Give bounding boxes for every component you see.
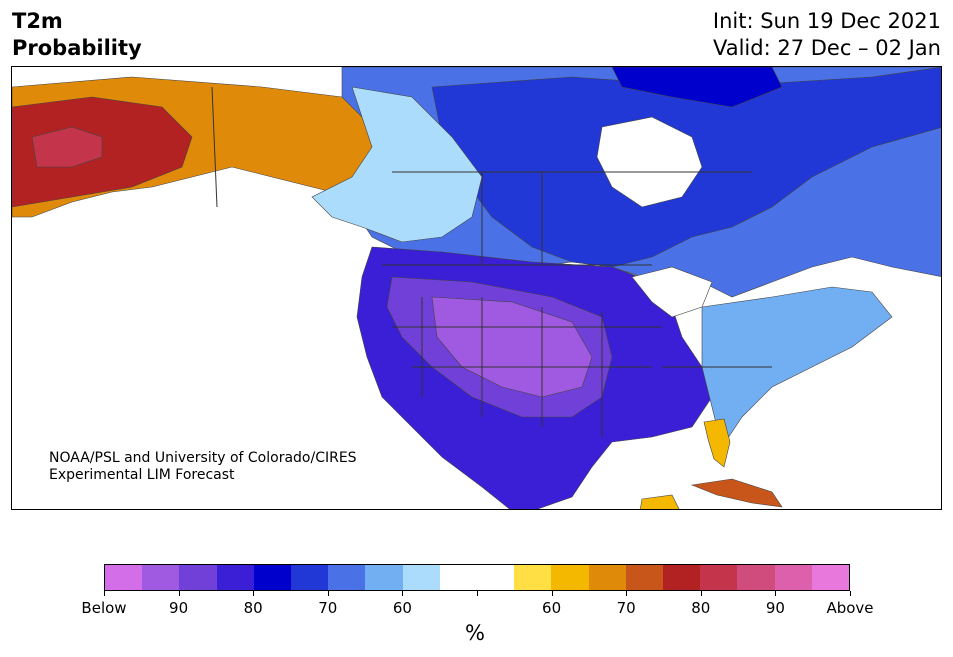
colorbar-tick-label: Below — [81, 599, 127, 617]
colorbar-tick-label: 70 — [616, 599, 636, 617]
colorbar-tick-label: 90 — [169, 599, 189, 617]
credit-line-1: NOAA/PSL and University of Colorado/CIRE… — [49, 450, 357, 466]
colorbar-swatch — [811, 565, 850, 590]
colorbar-tick-label: 80 — [691, 599, 711, 617]
hudson-bay — [596, 116, 703, 208]
forecast-map — [11, 66, 942, 510]
colorbar-tick-label: 70 — [318, 599, 338, 617]
colorbar-swatch — [514, 565, 552, 590]
valid-range: Valid: 27 Dec – 02 Jan — [712, 36, 941, 60]
colorbar-tick — [551, 591, 553, 596]
colorbar-tick — [626, 591, 628, 596]
colorbar-tick — [253, 591, 255, 596]
colorbar — [104, 564, 850, 591]
colorbar-swatch — [774, 565, 812, 590]
map-title: T2m Probability — [12, 8, 142, 62]
colorbar-swatch — [328, 565, 366, 590]
colorbar-swatch — [663, 565, 701, 590]
colorbar-swatch — [365, 565, 403, 590]
colorbar-tick — [104, 591, 105, 596]
mexico-warm — [640, 494, 680, 509]
colorbar-tick — [327, 591, 329, 596]
colorbar-swatch — [179, 565, 217, 590]
colorbar-tick-label: 60 — [542, 599, 562, 617]
title-type: Probability — [12, 36, 142, 60]
great-lakes — [631, 266, 713, 318]
colorbar-tick-label: 90 — [765, 599, 785, 617]
colorbar-swatch — [253, 565, 292, 590]
colorbar-tick — [178, 591, 180, 596]
colorbar-swatch — [105, 565, 143, 590]
colorbar-units: % — [465, 621, 485, 645]
colorbar-swatch — [291, 565, 329, 590]
credit-line-2: Experimental LIM Forecast — [49, 467, 235, 483]
credit-text: NOAA/PSL and University of Colorado/CIRE… — [49, 450, 357, 484]
colorbar-swatch — [625, 565, 664, 590]
colorbar-swatch — [402, 565, 440, 590]
map-svg — [12, 67, 941, 509]
florida-warm — [703, 418, 731, 468]
colorbar-tick-label: 80 — [243, 599, 263, 617]
forecast-dates: Init: Sun 19 Dec 2021 Valid: 27 Dec – 02… — [713, 8, 941, 62]
colorbar-tick — [402, 591, 404, 596]
colorbar-tick-label: Above — [826, 599, 874, 617]
colorbar-tick — [477, 591, 478, 596]
colorbar-swatch — [142, 565, 180, 590]
colorbar-swatch — [588, 565, 626, 590]
colorbar-swatch — [700, 565, 738, 590]
init-date: Init: Sun 19 Dec 2021 — [712, 9, 941, 33]
colorbar-swatch — [439, 565, 478, 590]
arctic-ocean-north — [611, 67, 783, 108]
alaska-border — [211, 86, 218, 208]
colorbar-tick — [700, 591, 702, 596]
borders — [211, 86, 772, 437]
title-variable: T2m — [12, 9, 63, 33]
east-coast-mild — [701, 286, 893, 448]
colorbar-tick — [775, 591, 777, 596]
colorbar-swatch — [216, 565, 254, 590]
alaska-pink-core — [31, 126, 103, 168]
cuba-warm — [690, 478, 783, 508]
colorbar-tick-label: 60 — [392, 599, 412, 617]
colorbar-tick — [850, 591, 851, 596]
colorbar-swatch — [551, 565, 589, 590]
colorbar-swatch — [477, 565, 515, 590]
colorbar-swatch — [737, 565, 775, 590]
western-canada-neutral — [311, 86, 483, 243]
